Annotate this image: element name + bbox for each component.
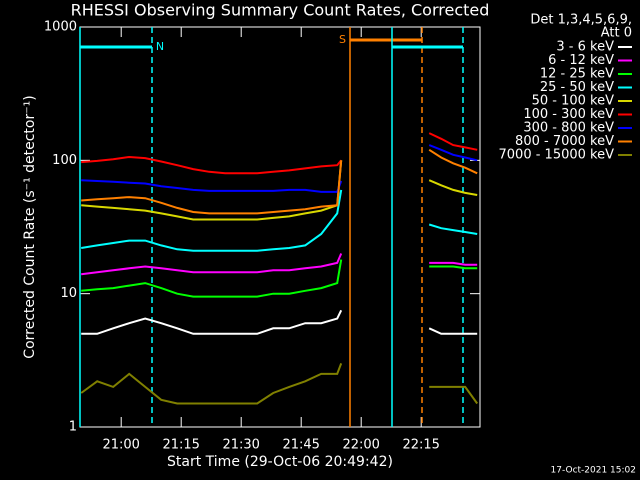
- x-axis-label: Start Time (29-Oct-06 20:49:42): [167, 454, 393, 470]
- x-tick-label: 21:15: [162, 438, 199, 453]
- series-line: [81, 144, 478, 193]
- x-tick-label: 21:30: [222, 438, 259, 453]
- flag-label: S: [339, 33, 346, 46]
- series-line: [81, 253, 478, 276]
- legend-label: 800 - 7000 keV: [515, 134, 614, 149]
- chart-title: RHESSI Observing Summary Count Rates, Co…: [71, 1, 490, 20]
- legend-label: 6 - 12 keV: [548, 53, 614, 68]
- legend-label: 7000 - 15000 keV: [499, 148, 615, 163]
- y-tick-label: 100: [52, 153, 77, 168]
- legend-label: 100 - 300 keV: [523, 107, 614, 122]
- series-line: [81, 160, 478, 221]
- series-line: [80, 363, 479, 405]
- series-line: [81, 189, 478, 252]
- x-tick-label: 21:45: [282, 438, 319, 453]
- series-line: [81, 132, 478, 175]
- legend-label: 50 - 100 keV: [532, 94, 615, 109]
- flag-label: N: [156, 40, 164, 53]
- y-tick-label: 1000: [44, 20, 77, 35]
- legend-label: 300 - 800 keV: [523, 121, 614, 136]
- series-line: [81, 309, 478, 335]
- footer: 17-Oct-2021 15:02: [551, 466, 636, 476]
- y-tick-label: 10: [60, 286, 77, 301]
- legend-header: Det 1,3,4,5,6,9,: [530, 13, 632, 28]
- legend-label: 3 - 6 keV: [556, 40, 614, 55]
- series-line: [81, 259, 478, 298]
- x-tick-label: 21:00: [102, 438, 139, 453]
- legend-label: 25 - 50 keV: [540, 80, 614, 95]
- legend-label: 12 - 25 keV: [540, 67, 614, 82]
- series-line: [81, 148, 478, 215]
- x-tick-label: 22:15: [402, 438, 439, 453]
- y-axis-label: Corrected Count Rate (s⁻¹ detector⁻¹): [22, 95, 38, 358]
- plot-frame: [79, 26, 481, 428]
- legend-header: Att 0: [601, 26, 632, 41]
- x-tick-label: 22:00: [342, 438, 379, 453]
- y-tick-label: 1: [69, 420, 77, 435]
